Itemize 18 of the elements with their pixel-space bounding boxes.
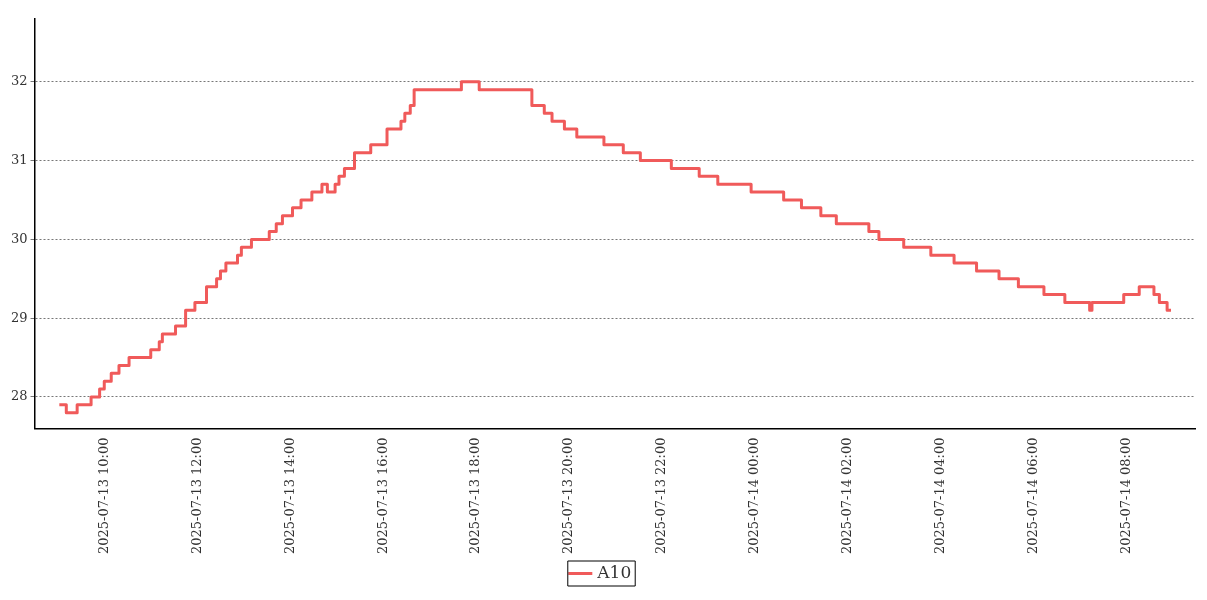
x-tick-label: 2025-07-14 04:00	[932, 437, 948, 555]
legend-label: A10	[596, 561, 632, 582]
x-tick-label: 2025-07-14 06:00	[1025, 437, 1041, 555]
y-tick-label: 32	[11, 73, 28, 89]
y-tick-label: 30	[11, 230, 28, 246]
x-tick-label: 2025-07-13 22:00	[653, 437, 669, 555]
x-tick-label: 2025-07-14 02:00	[839, 437, 855, 555]
x-tick-label: 2025-07-13 16:00	[374, 437, 390, 555]
y-tick-label: 29	[11, 309, 28, 325]
x-tick-label: 2025-07-13 18:00	[467, 437, 483, 555]
x-tick-label: 2025-07-13 14:00	[281, 437, 297, 555]
y-tick-label: 31	[11, 151, 28, 167]
y-tick-label: 28	[11, 388, 28, 404]
x-tick-label: 2025-07-13 20:00	[560, 437, 576, 555]
x-tick-label: 2025-07-14 08:00	[1118, 437, 1134, 555]
x-tick-label: 2025-07-14 00:00	[746, 437, 762, 555]
x-tick-label: 2025-07-13 10:00	[95, 437, 111, 555]
x-tick-label: 2025-07-13 12:00	[188, 437, 204, 555]
